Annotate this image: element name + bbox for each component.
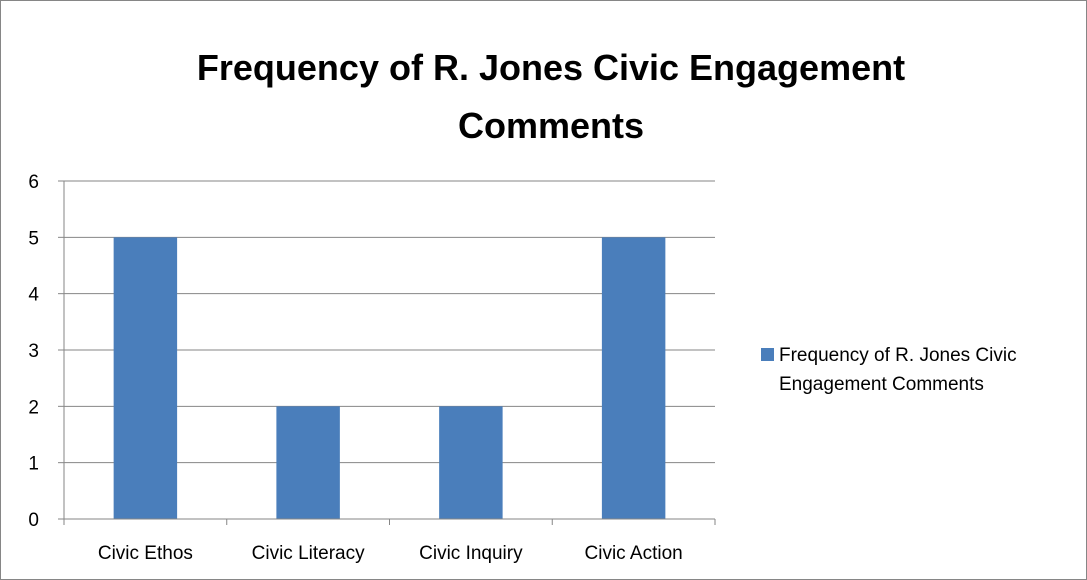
category-label: Civic Ethos xyxy=(98,543,193,564)
y-tick-label: 4 xyxy=(28,285,39,306)
bar xyxy=(439,406,503,519)
y-tick-label: 5 xyxy=(28,228,39,249)
y-tick-label: 6 xyxy=(28,172,39,193)
bars xyxy=(113,237,666,520)
legend-swatch xyxy=(761,348,774,361)
legend-label: Frequency of R. Jones Civic Engagement C… xyxy=(779,345,1017,395)
category-label: Civic Literacy xyxy=(252,543,365,564)
y-tick-label: 3 xyxy=(28,341,39,362)
axes xyxy=(58,180,716,525)
category-label: Civic Action xyxy=(585,543,683,564)
y-tick-label: 2 xyxy=(28,397,39,418)
y-tick-label: 1 xyxy=(28,454,39,475)
bar xyxy=(113,237,178,520)
bar xyxy=(276,406,340,519)
bar xyxy=(601,237,666,520)
y-tick-label: 0 xyxy=(28,510,39,531)
axis-labels: 0 1 2 3 4 5 6 Civic Ethos Civic Literacy Civic In… xyxy=(28,172,682,564)
category-label: Civic Inquiry xyxy=(419,543,523,564)
legend: Frequency of R. Jones Civic Engagement C… xyxy=(761,341,1079,399)
chart-title: Frequency of R. Jones Civic Engagement C… xyxy=(196,47,906,146)
